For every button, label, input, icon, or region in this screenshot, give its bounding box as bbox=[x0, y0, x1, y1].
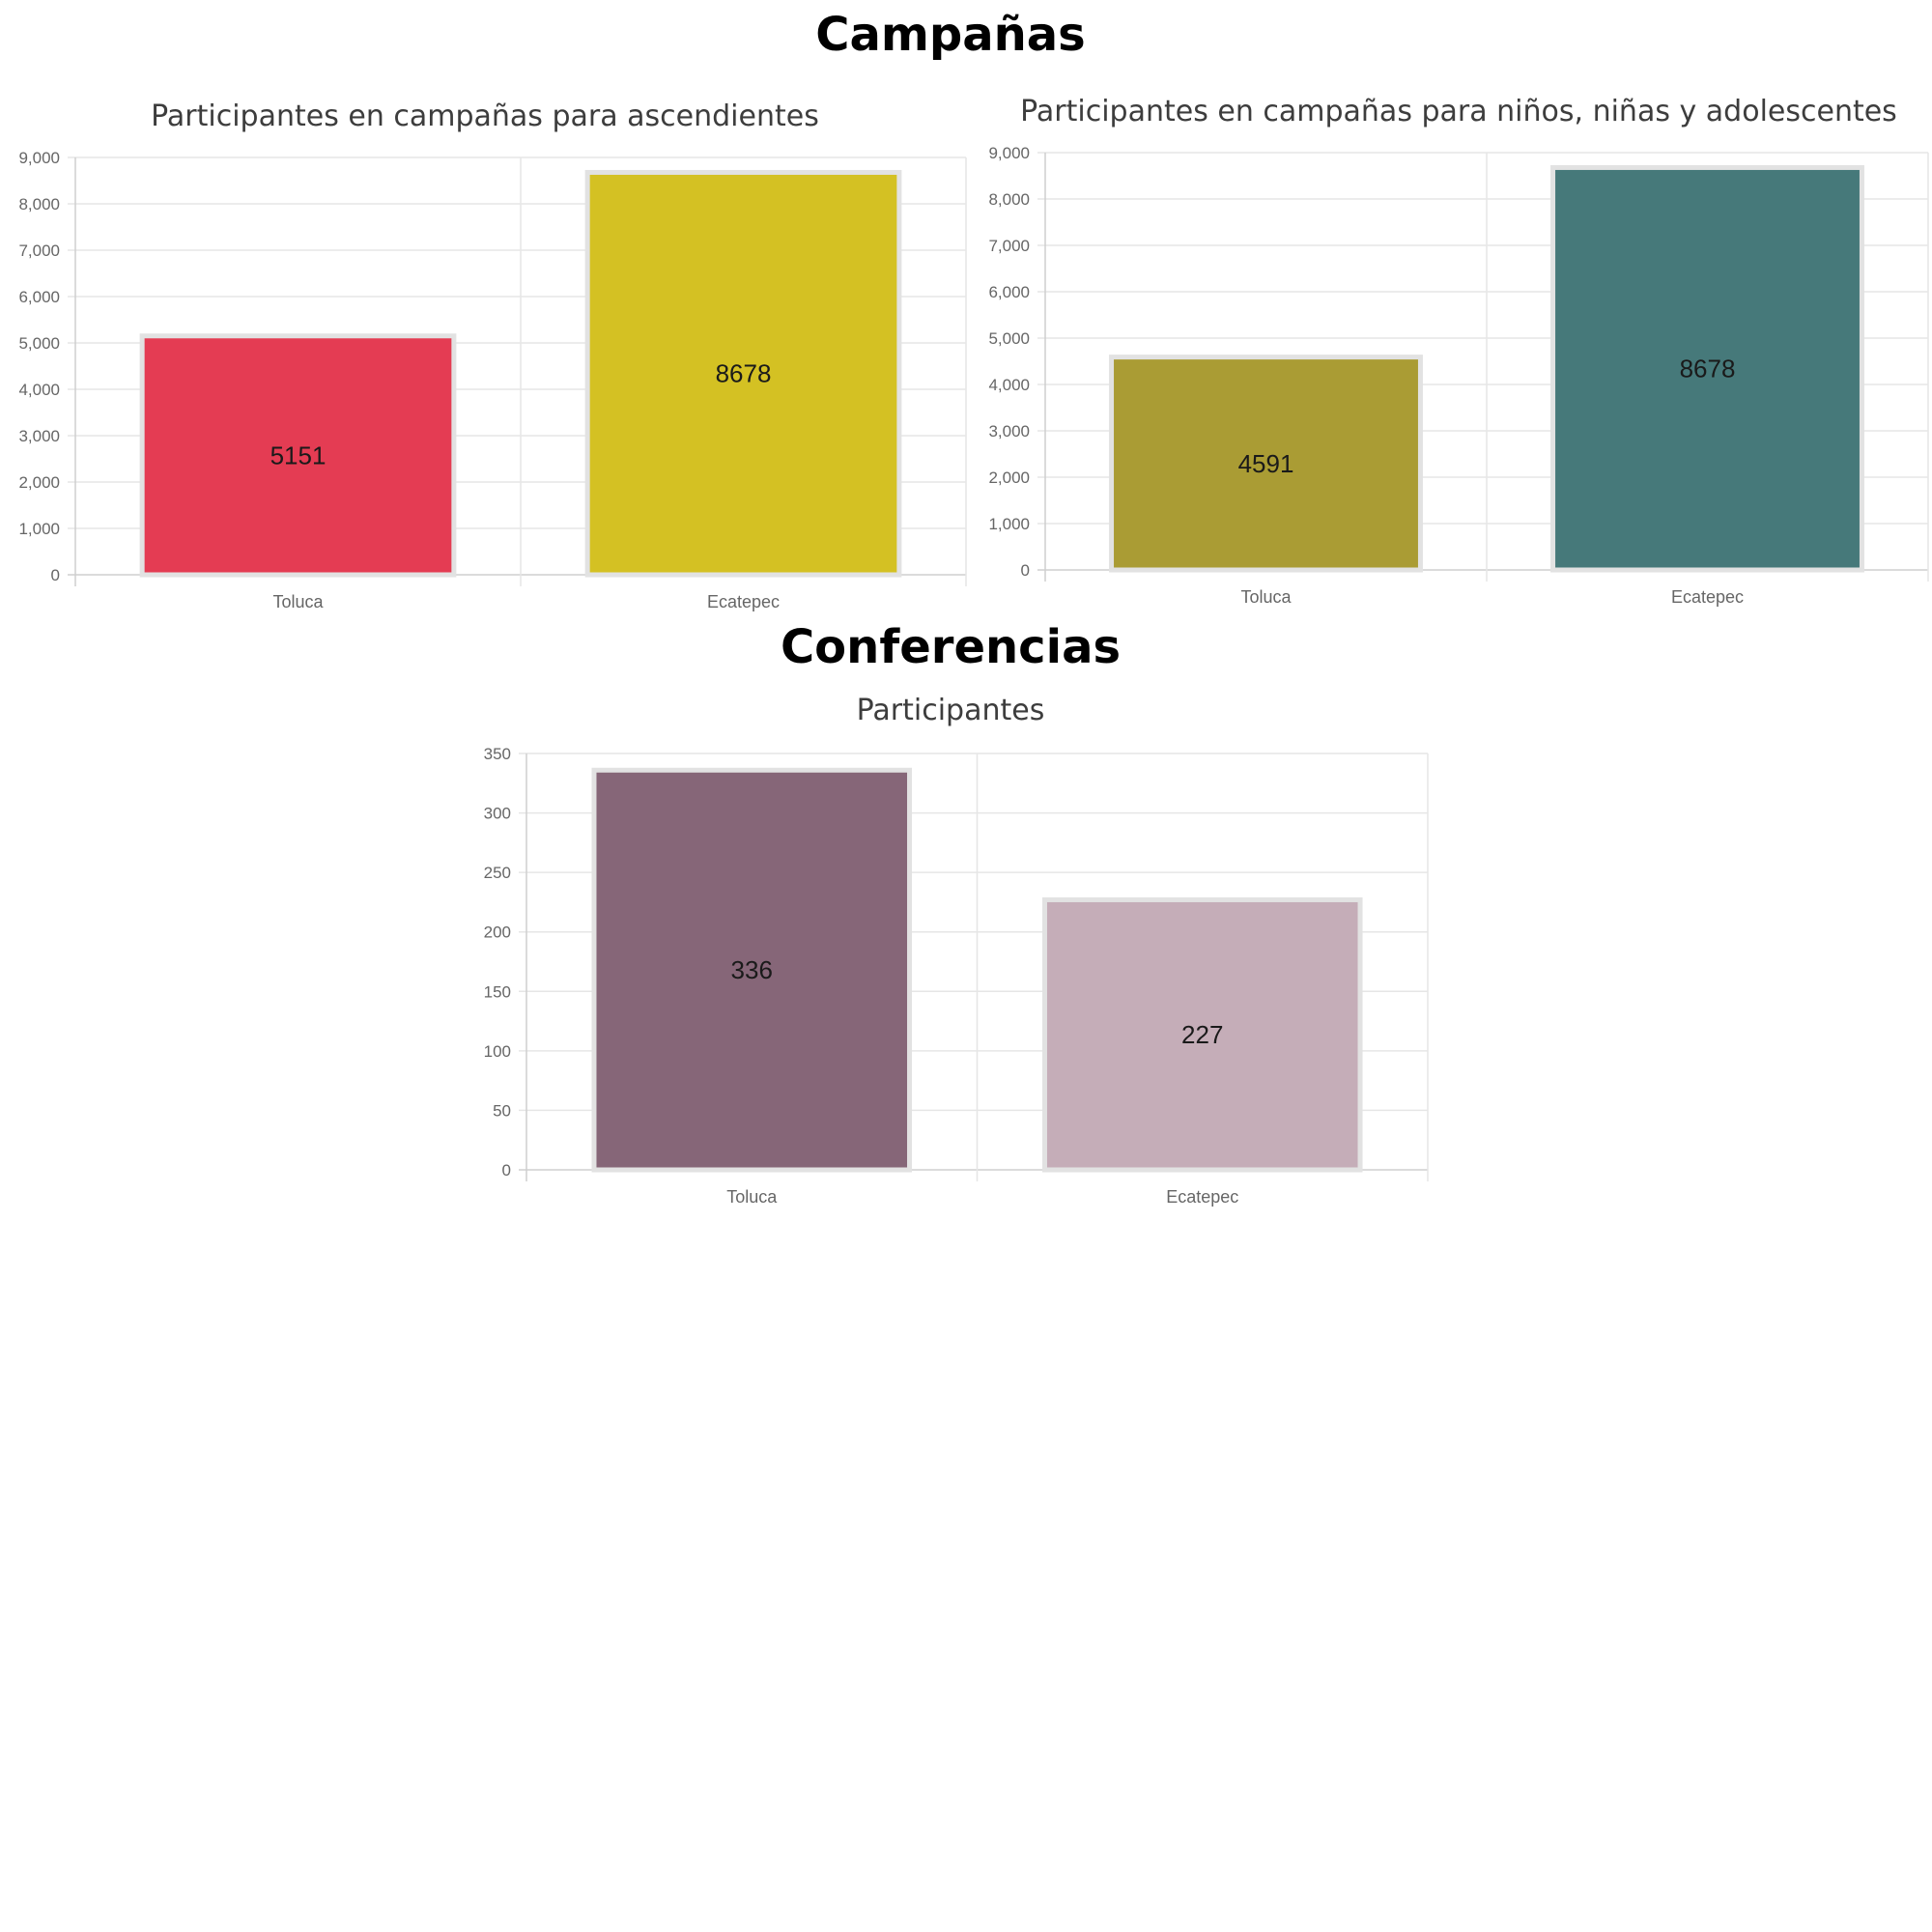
y-tick-label: 9,000 bbox=[18, 149, 60, 167]
y-tick-label: 0 bbox=[502, 1161, 511, 1179]
data-label: 8678 bbox=[1680, 355, 1736, 384]
y-tick-label: 5,000 bbox=[988, 329, 1030, 348]
y-tick-label: 6,000 bbox=[988, 283, 1030, 301]
bar-toluca bbox=[1109, 355, 1423, 573]
y-tick-label: 6,000 bbox=[18, 288, 60, 306]
x-category-label: Ecatepec bbox=[1671, 587, 1744, 607]
data-label: 8678 bbox=[716, 359, 772, 388]
y-tick-label: 2,000 bbox=[18, 473, 60, 492]
y-tick-label: 4,000 bbox=[988, 376, 1030, 394]
chart-ascendientes-svg: Participantes en campañas para ascendien… bbox=[18, 99, 967, 611]
chart-ascendientes: Participantes en campañas para ascendien… bbox=[0, 87, 967, 628]
bar-ecatepec bbox=[584, 169, 902, 578]
chart-conferencias-svg: Participantes 0 50 100 150 200 250 300 350 336 Tol… bbox=[484, 694, 1429, 1207]
x-category-label: Toluca bbox=[1240, 587, 1292, 607]
chart-ninos-adolescentes: Participantes en campañas para niños, ni… bbox=[966, 87, 1932, 628]
y-tick-label: 250 bbox=[484, 864, 511, 882]
bar-ecatepec bbox=[1550, 164, 1864, 573]
y-tick-label: 4,000 bbox=[18, 381, 60, 399]
y-tick-label: 1,000 bbox=[18, 520, 60, 538]
y-tick-label: 0 bbox=[51, 566, 60, 584]
chart-title: Participantes bbox=[857, 694, 1045, 727]
y-tick-label: 50 bbox=[493, 1101, 511, 1120]
data-label: 5151 bbox=[270, 440, 327, 469]
y-tick-label: 1,000 bbox=[988, 515, 1030, 533]
chart-title: Participantes en campañas para niños, ni… bbox=[1020, 95, 1897, 128]
y-tick-label: 0 bbox=[1021, 561, 1030, 580]
data-label: 227 bbox=[1181, 1020, 1223, 1049]
y-tick-label: 350 bbox=[484, 745, 511, 763]
section-title-campaigns: Campañas bbox=[815, 8, 1086, 62]
y-tick-label: 5,000 bbox=[18, 334, 60, 353]
y-tick-label: 9,000 bbox=[988, 144, 1030, 162]
y-tick-label: 3,000 bbox=[18, 427, 60, 445]
x-category-label: Ecatepec bbox=[707, 592, 780, 611]
y-tick-label: 100 bbox=[484, 1042, 511, 1061]
y-tick-label: 7,000 bbox=[988, 237, 1030, 255]
y-tick-label: 200 bbox=[484, 923, 511, 942]
bar-toluca bbox=[139, 333, 457, 578]
y-tick-label: 150 bbox=[484, 982, 511, 1001]
y-tick-label: 8,000 bbox=[988, 190, 1030, 209]
data-label: 4591 bbox=[1238, 449, 1294, 478]
x-category-label: Ecatepec bbox=[1166, 1187, 1238, 1207]
chart-conferencias: Participantes 0 50 100 150 200 250 300 350 336 Tol… bbox=[464, 681, 1449, 1222]
y-tick-label: 8,000 bbox=[18, 195, 60, 213]
chart-title: Participantes en campañas para ascendien… bbox=[151, 99, 819, 133]
data-label: 336 bbox=[731, 955, 773, 984]
y-tick-label: 300 bbox=[484, 805, 511, 823]
chart-ninos-adolescentes-svg: Participantes en campañas para niños, ni… bbox=[988, 95, 1929, 607]
x-category-label: Toluca bbox=[726, 1187, 778, 1207]
section-title-conferences: Conferencias bbox=[780, 620, 1122, 674]
bar-ecatepec bbox=[1041, 896, 1363, 1173]
y-tick-label: 2,000 bbox=[988, 469, 1030, 487]
y-tick-label: 3,000 bbox=[988, 422, 1030, 440]
x-category-label: Toluca bbox=[272, 592, 324, 611]
bar-toluca bbox=[591, 767, 913, 1173]
y-tick-label: 7,000 bbox=[18, 242, 60, 260]
